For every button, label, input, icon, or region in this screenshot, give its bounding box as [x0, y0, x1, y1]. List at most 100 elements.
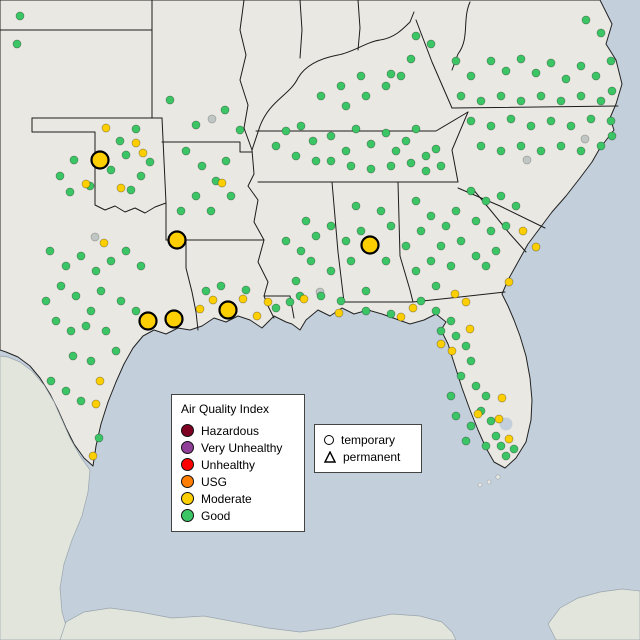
station-moderate[interactable]	[461, 297, 471, 307]
station-good[interactable]	[486, 56, 496, 66]
station-good[interactable]	[471, 251, 481, 261]
station-good[interactable]	[516, 96, 526, 106]
station-good[interactable]	[431, 281, 441, 291]
station-good[interactable]	[96, 286, 106, 296]
station-good[interactable]	[308, 136, 318, 146]
station-moderate[interactable]	[518, 226, 528, 236]
station-good[interactable]	[536, 146, 546, 156]
station-good[interactable]	[106, 165, 116, 175]
station-good[interactable]	[451, 56, 461, 66]
station-good[interactable]	[411, 124, 421, 134]
station-moderate[interactable]	[91, 399, 101, 409]
station-good[interactable]	[131, 124, 141, 134]
station-good[interactable]	[86, 356, 96, 366]
station-good[interactable]	[416, 226, 426, 236]
station-good[interactable]	[436, 161, 446, 171]
station-moderate[interactable]	[131, 138, 141, 148]
station-moderate[interactable]	[208, 295, 218, 305]
station-moderate[interactable]	[447, 346, 457, 356]
station-good[interactable]	[201, 286, 211, 296]
station-good[interactable]	[45, 246, 55, 256]
station-good[interactable]	[126, 185, 136, 195]
station-good[interactable]	[511, 201, 521, 211]
station-good[interactable]	[221, 156, 231, 166]
station-good[interactable]	[326, 221, 336, 231]
station-good[interactable]	[501, 221, 511, 231]
station-moderate[interactable]	[396, 312, 406, 322]
station-moderate[interactable]	[217, 178, 227, 188]
station-good[interactable]	[121, 246, 131, 256]
station-good[interactable]	[76, 251, 86, 261]
station-moderate[interactable]	[299, 294, 309, 304]
station-good[interactable]	[66, 326, 76, 336]
station-good[interactable]	[311, 231, 321, 241]
station-good[interactable]	[451, 411, 461, 421]
station-good[interactable]	[341, 146, 351, 156]
station-good[interactable]	[456, 236, 466, 246]
station-good[interactable]	[466, 186, 476, 196]
station-good[interactable]	[421, 166, 431, 176]
station-good[interactable]	[65, 187, 75, 197]
station-good[interactable]	[496, 191, 506, 201]
station-good[interactable]	[346, 161, 356, 171]
station-good[interactable]	[486, 226, 496, 236]
station-moderate[interactable]	[408, 303, 418, 313]
station-good[interactable]	[351, 124, 361, 134]
station-good[interactable]	[351, 201, 361, 211]
station-good[interactable]	[431, 144, 441, 154]
station-good[interactable]	[296, 121, 306, 131]
station-good[interactable]	[197, 161, 207, 171]
station-moderate[interactable]	[504, 277, 514, 287]
station-good[interactable]	[341, 236, 351, 246]
station-good[interactable]	[51, 316, 61, 326]
station-good[interactable]	[116, 296, 126, 306]
station-good[interactable]	[61, 261, 71, 271]
station-good[interactable]	[401, 241, 411, 251]
station-good[interactable]	[471, 216, 481, 226]
station-good[interactable]	[466, 421, 476, 431]
station-good[interactable]	[291, 276, 301, 286]
station-moderate[interactable]	[95, 376, 105, 386]
station-good[interactable]	[566, 121, 576, 131]
station-good[interactable]	[576, 61, 586, 71]
station-good[interactable]	[591, 71, 601, 81]
station-good[interactable]	[461, 341, 471, 351]
station-good[interactable]	[46, 376, 56, 386]
station-moderate[interactable]	[334, 308, 344, 318]
station-good[interactable]	[411, 266, 421, 276]
station-good[interactable]	[411, 196, 421, 206]
station-moderate[interactable]	[497, 393, 507, 403]
station-good[interactable]	[56, 281, 66, 291]
station-good[interactable]	[466, 356, 476, 366]
station-good[interactable]	[115, 136, 125, 146]
station-good[interactable]	[446, 261, 456, 271]
station-unknown[interactable]	[207, 114, 217, 124]
station-good[interactable]	[516, 141, 526, 151]
station-good[interactable]	[381, 81, 391, 91]
station-good[interactable]	[516, 54, 526, 64]
station-good[interactable]	[526, 121, 536, 131]
station-temporary-moderate[interactable]	[90, 150, 110, 170]
station-temporary-moderate[interactable]	[164, 309, 184, 329]
station-good[interactable]	[121, 150, 131, 160]
station-good[interactable]	[94, 433, 104, 443]
station-good[interactable]	[301, 216, 311, 226]
station-moderate[interactable]	[473, 409, 483, 419]
station-good[interactable]	[426, 39, 436, 49]
station-good[interactable]	[406, 158, 416, 168]
station-good[interactable]	[55, 171, 65, 181]
station-good[interactable]	[12, 39, 22, 49]
station-good[interactable]	[386, 309, 396, 319]
station-moderate[interactable]	[138, 148, 148, 158]
station-moderate[interactable]	[81, 179, 91, 189]
station-good[interactable]	[191, 120, 201, 130]
station-good[interactable]	[501, 66, 511, 76]
station-good[interactable]	[596, 28, 606, 38]
station-moderate[interactable]	[504, 434, 514, 444]
station-good[interactable]	[341, 101, 351, 111]
station-good[interactable]	[361, 91, 371, 101]
station-good[interactable]	[111, 346, 121, 356]
station-good[interactable]	[81, 321, 91, 331]
station-moderate[interactable]	[99, 238, 109, 248]
